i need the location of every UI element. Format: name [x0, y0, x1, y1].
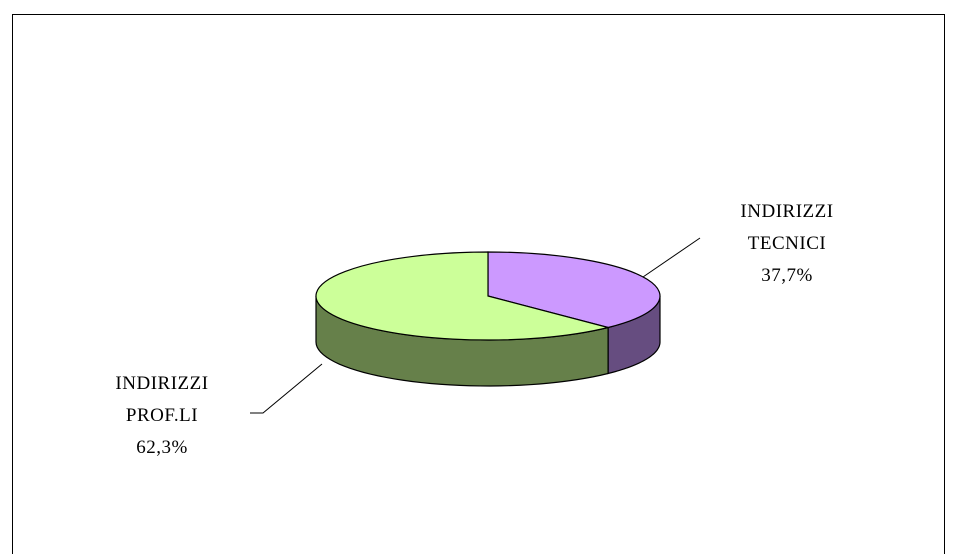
- pie-slice: [487, 251, 661, 329]
- leader-line: [642, 237, 701, 278]
- chart-frame: [12, 14, 945, 554]
- value-label: 62,3%: [136, 437, 188, 458]
- value-label: 37,7%: [761, 265, 813, 286]
- pie-slice: [315, 251, 609, 341]
- category-label: INDIRIZZI PROF.LI: [115, 373, 209, 426]
- slice-label: INDIRIZZI TECNICI 37,7%: [702, 196, 872, 292]
- slice-label: INDIRIZZI PROF.LI 62,3%: [77, 368, 247, 464]
- leader-line: [250, 363, 323, 414]
- category-label: INDIRIZZI TECNICI: [740, 201, 834, 254]
